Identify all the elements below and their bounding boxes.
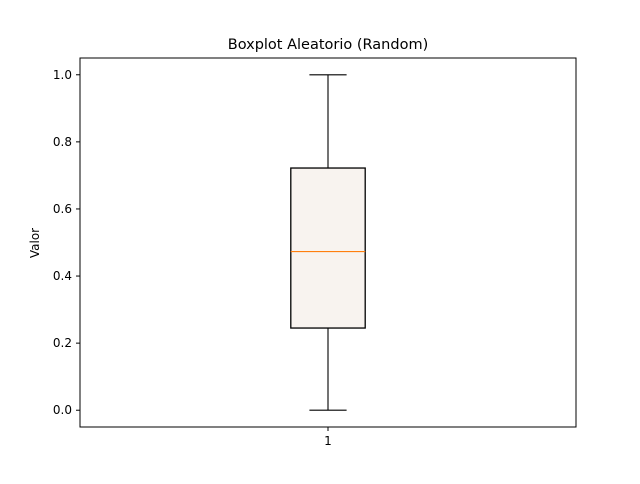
y-tick-label: 0.6 (53, 202, 72, 216)
y-tick-label: 1.0 (53, 68, 72, 82)
x-tick-label: 1 (324, 434, 332, 448)
y-tick-label: 0.8 (53, 135, 72, 149)
y-tick-label: 0.0 (53, 403, 72, 417)
plot-area: 0.0 0.2 0.4 0.6 0.8 1.0 1 (53, 57, 577, 448)
y-axis-label: Valor (28, 228, 42, 258)
box-iqr (290, 167, 366, 329)
chart-title: Boxplot Aleatorio (Random) (228, 37, 428, 53)
y-tick-label: 0.4 (53, 269, 72, 283)
y-tick-label: 0.2 (53, 336, 72, 350)
